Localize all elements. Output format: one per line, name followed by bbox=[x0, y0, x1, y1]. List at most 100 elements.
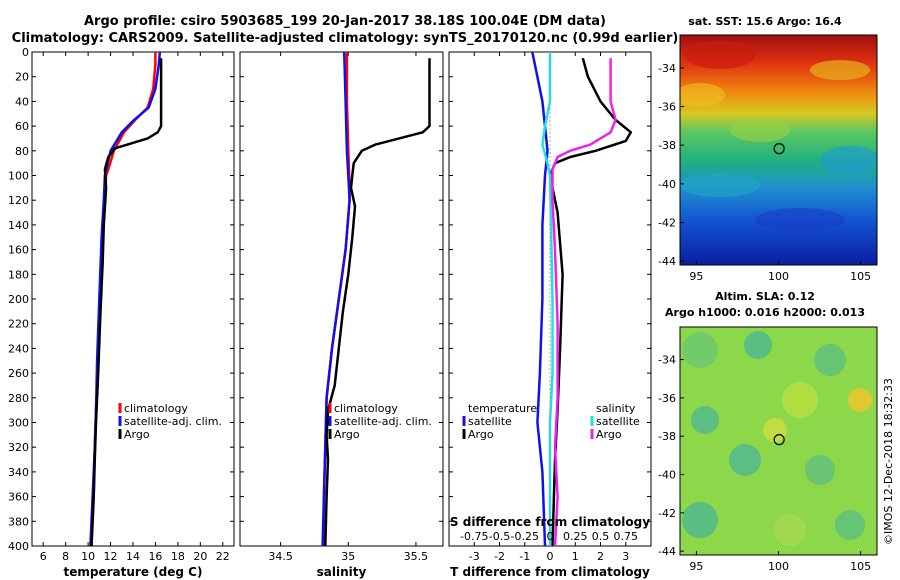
y-tick-label: 260 bbox=[8, 367, 29, 380]
top-tick-label: 0.5 bbox=[592, 530, 610, 543]
y-tick-label: 220 bbox=[8, 318, 29, 331]
sla-map-axes: 95 100 105 -34 -36 -38 -40 -42 -44 bbox=[658, 354, 871, 573]
series-line-argo bbox=[324, 58, 431, 547]
top-tick-label: 0.75 bbox=[614, 530, 639, 543]
series-line-t-satellite bbox=[531, 51, 549, 547]
map-x-tick-label: 105 bbox=[850, 560, 871, 573]
x-tick-label: -1 bbox=[519, 550, 530, 563]
x-axis-label: salinity bbox=[317, 565, 367, 579]
y-tick-label: 120 bbox=[8, 194, 29, 207]
y-tick-label: 100 bbox=[8, 170, 29, 183]
y-tick-label: 320 bbox=[8, 441, 29, 454]
sst-map-axes: 95 100 105 -34 -36 -38 -40 -42 -44 bbox=[658, 62, 871, 283]
map-y-tick-label: -36 bbox=[658, 101, 676, 114]
y-tick-label: 140 bbox=[8, 219, 29, 232]
x-tick-label: 16 bbox=[148, 550, 162, 563]
map-y-tick-label: -44 bbox=[658, 545, 676, 558]
series-line-s-argo bbox=[551, 58, 617, 547]
x-tick-label: 14 bbox=[126, 550, 140, 563]
y-tick-label: 240 bbox=[8, 342, 29, 355]
x-tick-label: 35 bbox=[341, 550, 355, 563]
y-tick-label: 200 bbox=[8, 293, 29, 306]
top-tick-label: -0.5 bbox=[489, 530, 510, 543]
x-tick-label: -3 bbox=[469, 550, 480, 563]
map-y-tick-label: -42 bbox=[658, 216, 676, 229]
salinity-panel-frame bbox=[239, 51, 444, 547]
map-y-tick-label: -34 bbox=[658, 354, 676, 367]
x-tick-label: 22 bbox=[216, 550, 230, 563]
x-tick-label: 2 bbox=[597, 550, 604, 563]
series-line-s-satellite bbox=[541, 52, 554, 546]
y-tick-label: 20 bbox=[15, 71, 29, 84]
copyright-credit: ©IMOS 12-Dec-2018 18:32:33 bbox=[882, 378, 895, 545]
sla-argo-marker bbox=[773, 434, 785, 446]
map-y-tick-label: -44 bbox=[658, 255, 676, 268]
salinity-panel: 34.5 35 35.5 salinity climatologysatellite-a… bbox=[239, 51, 444, 579]
map-y-tick-label: -38 bbox=[658, 139, 676, 152]
sla-map-title-1: Altim. SLA: 0.12 bbox=[715, 290, 815, 303]
y-tick-label: 400 bbox=[8, 540, 29, 553]
sla-map-texture bbox=[682, 331, 872, 546]
series-line-satellite-adj-clim- bbox=[321, 51, 351, 547]
y-tick-label: 60 bbox=[15, 120, 29, 133]
map-y-tick-label: -40 bbox=[658, 469, 676, 482]
y-tick-label: 40 bbox=[15, 95, 29, 108]
x-tick-label: -2 bbox=[494, 550, 505, 563]
top-tick-label: 0.25 bbox=[563, 530, 588, 543]
sst-argo-marker bbox=[773, 143, 785, 155]
top-tick-label: -0.75 bbox=[460, 530, 488, 543]
legend-title-temperature: temperature bbox=[468, 402, 537, 415]
difference-panel: -3 -2 -1 0 1 2 3 T difference from climatology S… bbox=[448, 51, 652, 579]
legend-label: climatology bbox=[124, 402, 188, 415]
x-tick-label: 8 bbox=[62, 550, 69, 563]
y-tick-label: 280 bbox=[8, 392, 29, 405]
y-tick-label: 360 bbox=[8, 491, 29, 504]
y-tick-label: 180 bbox=[8, 268, 29, 281]
legend-title-salinity: salinity bbox=[596, 402, 636, 415]
map-x-tick-label: 100 bbox=[768, 270, 789, 283]
legend-label: satellite bbox=[596, 415, 640, 428]
x-axis-label: T difference from climatology bbox=[450, 565, 650, 579]
x-tick-label: 1 bbox=[572, 550, 579, 563]
y-tick-label: 300 bbox=[8, 417, 29, 430]
legend-label: climatology bbox=[334, 402, 398, 415]
legend-label: Argo bbox=[334, 428, 360, 441]
map-x-tick-label: 105 bbox=[850, 270, 871, 283]
y-tick-label: 380 bbox=[8, 515, 29, 528]
map-x-tick-label: 100 bbox=[768, 560, 789, 573]
x-tick-label: 35.5 bbox=[404, 550, 429, 563]
top-axis-label: S difference from climatology bbox=[450, 515, 650, 529]
temperature-panel: 6 8 10 12 14 16 18 20 22020406080100120140160180… bbox=[8, 46, 235, 579]
map-y-tick-label: -42 bbox=[658, 507, 676, 520]
map-y-tick-label: -40 bbox=[658, 178, 676, 191]
map-y-tick-label: -34 bbox=[658, 62, 676, 75]
x-tick-label: 10 bbox=[81, 550, 95, 563]
sst-map-texture bbox=[680, 41, 877, 232]
map-x-tick-label: 95 bbox=[689, 270, 703, 283]
map-y-tick-label: -38 bbox=[658, 430, 676, 443]
x-tick-label: 6 bbox=[40, 550, 47, 563]
legend-label: satellite bbox=[468, 415, 512, 428]
legend-label: Argo bbox=[468, 428, 494, 441]
top-tick-label: -0.25 bbox=[511, 530, 539, 543]
map-x-tick-label: 95 bbox=[689, 560, 703, 573]
map-y-tick-label: -36 bbox=[658, 392, 676, 405]
temperature-panel-frame bbox=[31, 51, 235, 547]
legend-label: satellite-adj. clim. bbox=[124, 415, 222, 428]
x-axis-label: temperature (deg C) bbox=[64, 565, 203, 579]
y-tick-label: 80 bbox=[15, 145, 29, 158]
sla-map-title-2: Argo h1000: 0.016 h2000: 0.013 bbox=[665, 306, 865, 319]
x-tick-label: 34.5 bbox=[268, 550, 293, 563]
series-line-argo bbox=[90, 58, 163, 547]
y-tick-label: 340 bbox=[8, 466, 29, 479]
x-tick-label: 12 bbox=[104, 550, 118, 563]
y-tick-label: 0 bbox=[22, 46, 29, 59]
x-tick-label: 20 bbox=[193, 550, 207, 563]
top-tick-label: 0 bbox=[547, 530, 554, 543]
x-tick-label: 3 bbox=[622, 550, 629, 563]
legend-label: Argo bbox=[596, 428, 622, 441]
x-tick-label: 18 bbox=[171, 550, 185, 563]
y-tick-label: 160 bbox=[8, 244, 29, 257]
legend-label: Argo bbox=[124, 428, 150, 441]
